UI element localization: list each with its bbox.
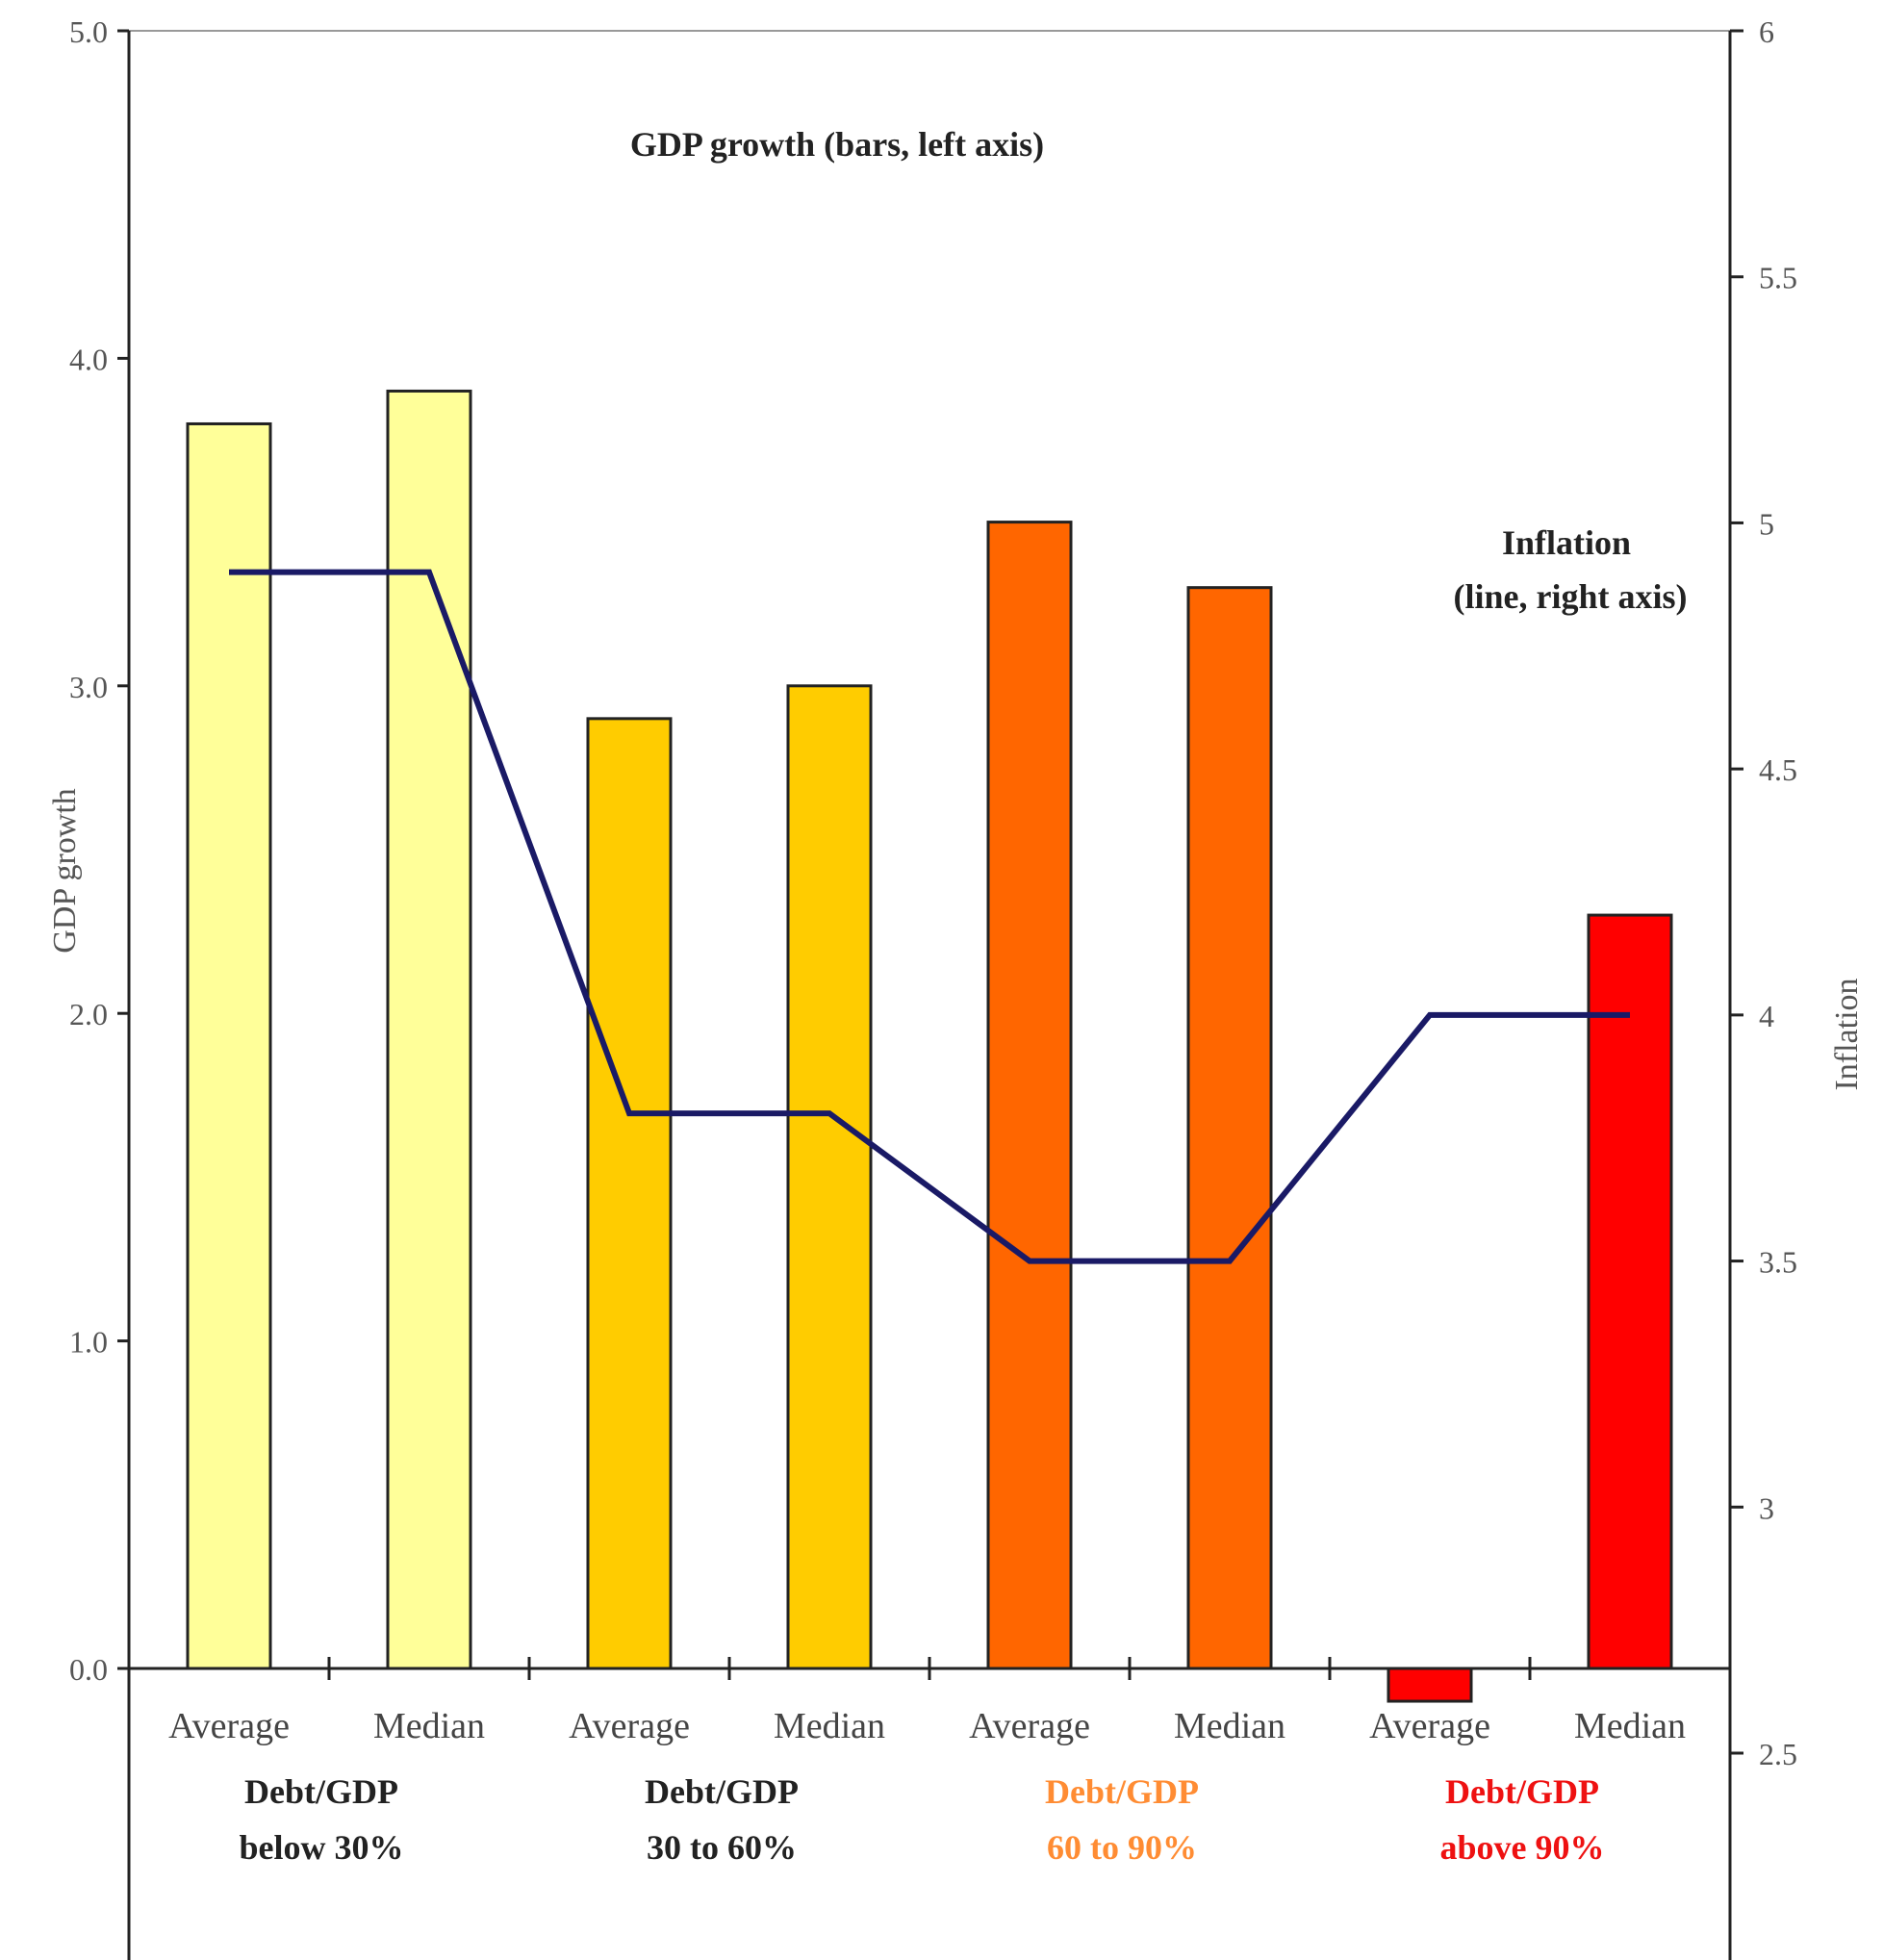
y-axis-left-title: GDP growth xyxy=(47,788,83,954)
group-label-line2: 30 to 60% xyxy=(647,1828,797,1867)
category-label: Average xyxy=(1369,1706,1490,1746)
bar xyxy=(1587,913,1673,1670)
y-right-tick-label: 3 xyxy=(1759,1490,1774,1525)
category-label: Median xyxy=(373,1706,485,1746)
inflation-line-layer xyxy=(229,569,1630,1264)
bar xyxy=(986,521,1073,1670)
bar xyxy=(786,684,873,1670)
category-label: Average xyxy=(569,1706,690,1746)
y-left-tick-label: 3.0 xyxy=(69,670,108,704)
y-left-tick-label: 5.0 xyxy=(69,14,108,49)
category-label: Average xyxy=(168,1706,290,1746)
group-label-line2: below 30% xyxy=(240,1828,404,1867)
group-label-line1: Debt/GDP xyxy=(1445,1772,1599,1811)
bar xyxy=(186,421,272,1670)
inflation-line xyxy=(229,569,1630,1264)
y-right-tick-label: 5.5 xyxy=(1759,261,1797,295)
group-label-line1: Debt/GDP xyxy=(244,1772,398,1811)
labels: GDP growth (bars, left axis) Inflation (… xyxy=(47,125,1865,1867)
group-label-line2: 60 to 90% xyxy=(1047,1828,1197,1867)
inflation-annotation-line1: Inflation xyxy=(1502,523,1631,562)
y-left-tick-label: 1.0 xyxy=(69,1325,108,1360)
group-label-line1: Debt/GDP xyxy=(1045,1772,1199,1811)
y-left-tick-label: 0.0 xyxy=(69,1652,108,1687)
y-axis-right-title: Inflation xyxy=(1829,978,1865,1090)
y-right-tick-label: 6 xyxy=(1759,14,1774,49)
category-label: Average xyxy=(969,1706,1090,1746)
group-label-line1: Debt/GDP xyxy=(645,1772,799,1811)
bar xyxy=(586,717,673,1670)
y-right-tick-label: 5 xyxy=(1759,506,1774,541)
category-label: Median xyxy=(774,1706,885,1746)
axes: 0.0 1.0 2.0 3.0 4.0 5.0 2.5 3 3.5 4 4.5 5 5.5 6 xyxy=(69,14,1797,1960)
y-right-tick-label: 4.5 xyxy=(1759,752,1797,787)
gdp-annotation: GDP growth (bars, left axis) xyxy=(630,125,1044,164)
bar xyxy=(386,389,472,1670)
y-right-tick-label: 2.5 xyxy=(1759,1737,1797,1771)
y-right-tick-label: 4 xyxy=(1759,999,1774,1033)
bar xyxy=(1186,586,1273,1670)
bar xyxy=(1387,1667,1473,1703)
y-left-tick-label: 2.0 xyxy=(69,997,108,1031)
category-label: Median xyxy=(1574,1706,1686,1746)
y-right-tick-label: 3.5 xyxy=(1759,1245,1797,1280)
bars xyxy=(186,389,1673,1703)
inflation-annotation-line2: (line, right axis) xyxy=(1454,577,1688,616)
category-label: Median xyxy=(1174,1706,1285,1746)
y-left-tick-label: 4.0 xyxy=(69,342,108,376)
group-label-line2: above 90% xyxy=(1440,1828,1605,1867)
